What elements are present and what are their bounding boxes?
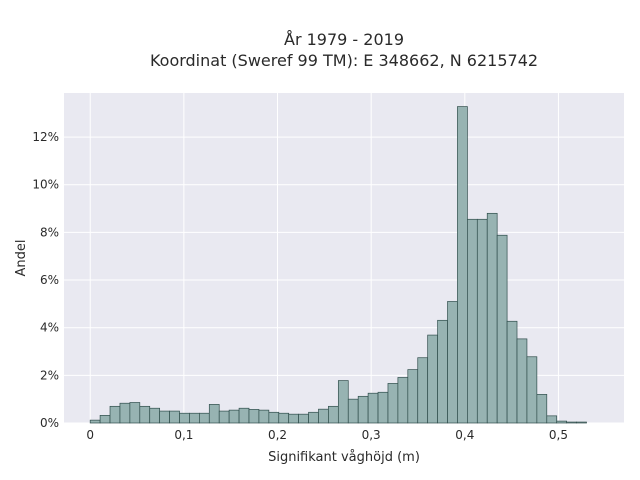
histogram-bar: [179, 412, 190, 424]
histogram-bar: [139, 405, 151, 424]
histogram-bar: [437, 319, 448, 424]
x-tick-label: 0,5: [549, 428, 568, 442]
histogram-bars: [89, 106, 587, 424]
histogram-bar: [536, 394, 548, 424]
histogram-bar: [169, 410, 180, 424]
histogram-bar: [427, 334, 438, 424]
histogram-bar: [476, 218, 488, 424]
histogram-bar: [556, 420, 567, 424]
histogram-bar: [486, 212, 498, 424]
histogram-bar: [268, 411, 280, 424]
x-tick-labels: 0 0,1 0,2 0,3 0,4 0,5: [86, 428, 568, 442]
histogram-bar: [159, 410, 170, 424]
chart-title-line-2: Koordinat (Sweref 99 TM): E 348662, N 62…: [150, 51, 538, 70]
histogram-bar: [318, 408, 329, 424]
y-tick-label: 8%: [40, 225, 59, 239]
y-tick-label: 10%: [32, 178, 59, 192]
histogram-bar: [218, 410, 230, 424]
histogram-bar: [496, 234, 508, 424]
x-tick-label: 0,3: [362, 428, 381, 442]
histogram-bar: [119, 402, 131, 424]
histogram-bar: [248, 409, 260, 424]
histogram-bar: [506, 320, 518, 424]
histogram-bar: [89, 419, 101, 424]
histogram-bar: [457, 106, 468, 424]
histogram-bar: [337, 380, 349, 424]
y-tick-label: 12%: [32, 130, 59, 144]
histogram-bar: [387, 383, 399, 424]
histogram-bar: [208, 404, 220, 424]
histogram-bar: [377, 391, 389, 424]
y-axis-label: Andel: [14, 240, 29, 277]
histogram-bar: [199, 412, 210, 424]
histogram-bar: [308, 411, 319, 424]
x-tick-label: 0,1: [174, 428, 193, 442]
histogram-bar: [546, 415, 558, 424]
histogram-bar: [288, 413, 299, 424]
chart-title-line-1: År 1979 - 2019: [284, 30, 404, 49]
histogram-bar: [566, 421, 577, 424]
y-tick-label: 0%: [40, 416, 59, 430]
histogram-bar: [129, 402, 141, 424]
histogram-bar: [367, 392, 379, 424]
histogram-bar: [397, 377, 409, 424]
histogram-bar: [526, 356, 538, 424]
histogram-bar: [99, 415, 111, 424]
histogram-bar: [109, 405, 121, 424]
histogram-bar: [467, 218, 478, 424]
plot-area: [64, 93, 624, 423]
histogram-bar: [228, 409, 240, 424]
histogram-bar: [576, 421, 587, 424]
x-axis-label: Signifikant våghöjd (m): [268, 450, 420, 465]
y-tick-label: 2%: [40, 368, 59, 382]
x-tick-label: 0: [86, 428, 94, 442]
histogram-bar: [258, 409, 270, 424]
histogram-bar: [347, 398, 359, 424]
y-tick-label: 4%: [40, 321, 59, 335]
histogram-bar: [328, 405, 339, 424]
x-tick-label: 0,4: [455, 428, 474, 442]
histogram-bar: [417, 357, 429, 424]
x-tick-label: 0,2: [268, 428, 287, 442]
histogram-bar: [298, 413, 309, 424]
histogram-bar: [407, 369, 419, 424]
histogram-bar: [238, 407, 250, 424]
histogram-bar: [149, 407, 161, 424]
histogram-bar: [516, 338, 528, 424]
histogram-bar: [357, 395, 369, 424]
histogram-bar: [189, 412, 200, 424]
y-tick-label: 6%: [40, 273, 59, 287]
histogram-bar: [278, 412, 290, 424]
histogram-bar: [447, 301, 458, 424]
y-tick-labels: 0% 2% 4% 6% 8% 10% 12%: [32, 130, 59, 430]
